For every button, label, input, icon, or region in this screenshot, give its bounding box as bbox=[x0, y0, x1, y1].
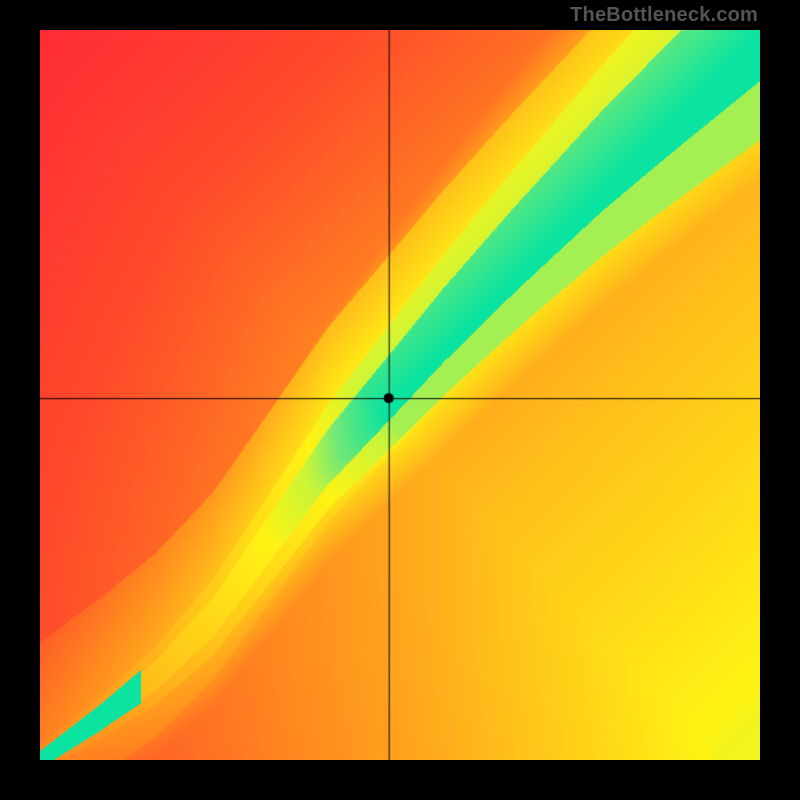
bottleneck-heatmap-canvas bbox=[40, 30, 760, 760]
attribution-text: TheBottleneck.com bbox=[570, 4, 758, 27]
chart-frame: TheBottleneck.com bbox=[0, 0, 800, 800]
